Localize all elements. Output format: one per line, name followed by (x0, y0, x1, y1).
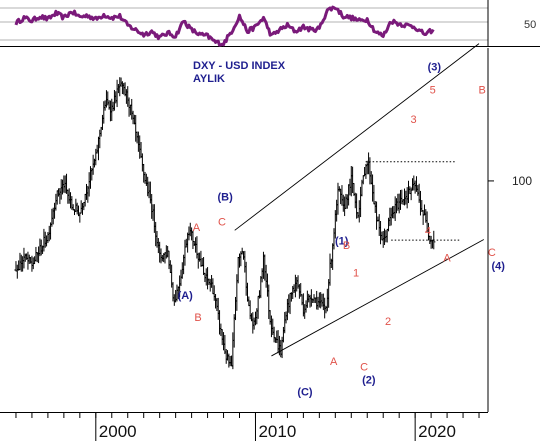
axes: 100 2000 2010 2020 (0, 48, 532, 441)
x-tick-label: 2010 (258, 422, 296, 441)
price-bars (14, 77, 436, 370)
y-tick-label: 100 (512, 174, 532, 188)
wave-label-minor: C (360, 362, 368, 374)
wave-label-minor: A (193, 222, 201, 234)
wave-label-minor: B (479, 85, 486, 97)
wave-label-major: (B) (217, 192, 233, 204)
wave-label-minor: 4 (425, 226, 431, 238)
wave-labels: (A) (B) (C) (1) (2) (3) (4) A B C A B C 1 2 3 4 5 A B C (178, 61, 506, 398)
wave-label-minor: 3 (410, 114, 416, 126)
wave-label-minor: B (343, 240, 350, 252)
wave-label-minor: C (488, 247, 496, 259)
chart-subtitle: AYLIK (193, 73, 225, 85)
wave-label-minor: 5 (430, 85, 436, 97)
channel-lower-line (271, 239, 485, 357)
trend-channel (234, 43, 485, 357)
wave-label-minor: A (330, 356, 338, 368)
wave-label-minor: C (218, 216, 226, 228)
wave-label-minor: A (443, 253, 451, 265)
support-resistance-lines (365, 161, 460, 241)
rsi-tick-label: 50 (524, 19, 536, 31)
wave-label-minor: 2 (385, 316, 391, 328)
ohlc-bar (374, 201, 379, 230)
wave-label-major: (1) (335, 235, 349, 247)
wave-label-major: (A) (178, 290, 194, 302)
wave-label-major: (C) (297, 386, 313, 398)
x-tick-label: 2000 (99, 422, 137, 441)
rsi-line (14, 5, 435, 47)
x-tick-label: 2020 (418, 422, 456, 441)
wave-label-minor: 1 (353, 268, 359, 280)
wave-label-major: (2) (362, 374, 376, 386)
rsi-panel: 50 (0, 0, 540, 47)
channel-upper-line (234, 43, 480, 231)
wave-label-minor: B (194, 312, 201, 324)
wave-label-major: (3) (428, 61, 442, 73)
chart-title: DXY - USD INDEX (193, 60, 286, 72)
wave-label-major: (4) (491, 260, 505, 272)
